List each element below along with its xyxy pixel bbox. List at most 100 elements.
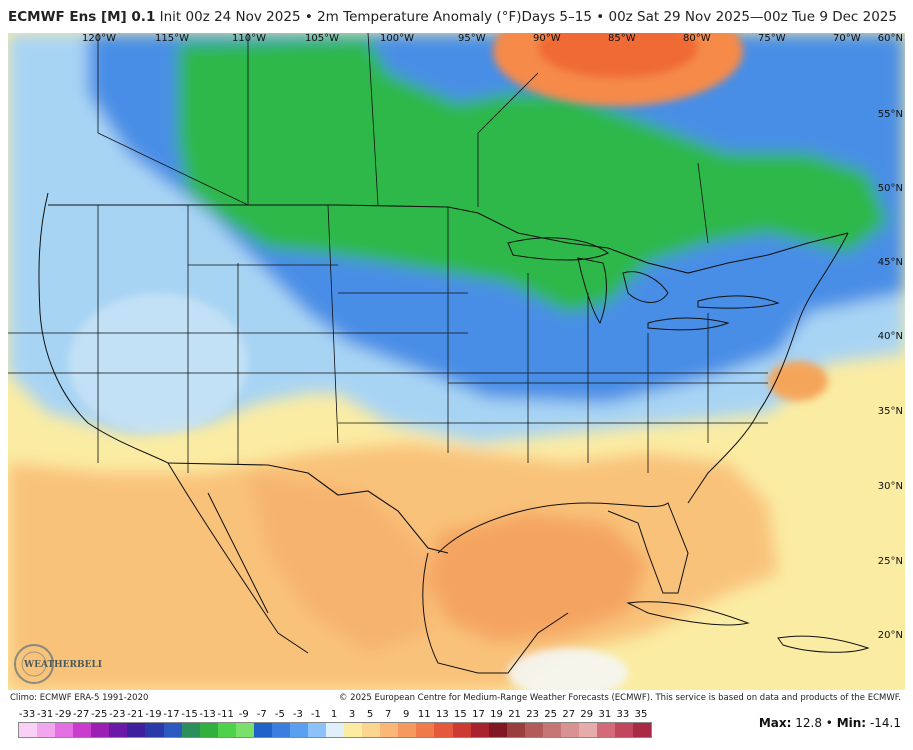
west-light-anomaly <box>68 293 248 433</box>
legend-label: 19 <box>490 709 503 720</box>
lat-label: 50°N <box>877 183 903 194</box>
legend-label: -29 <box>54 709 72 720</box>
lon-label: 90°W <box>533 33 561 44</box>
hispaniola-outline <box>777 635 870 653</box>
legend-swatch <box>452 723 471 737</box>
min-label: Min: <box>836 716 867 730</box>
legend-swatch <box>163 723 182 737</box>
legend-swatch <box>597 723 616 737</box>
lon-label: 115°W <box>155 33 189 44</box>
legend-swatch <box>253 723 272 737</box>
lon-label: 80°W <box>683 33 711 44</box>
legend-label: 35 <box>634 709 648 720</box>
max-min-readout: Max: 12.8 • Min: -14.1 <box>759 716 901 730</box>
atlantic-warm-spot <box>768 361 828 401</box>
init-and-field: Init 00z 24 Nov 2025 • 2m Temperature An… <box>159 9 522 25</box>
legend-swatch <box>127 723 146 737</box>
legend-swatch <box>615 723 634 737</box>
legend-label: 1 <box>330 709 338 720</box>
legend-label: -9 <box>238 709 249 720</box>
weatherbell-logo: WEATHERBELL <box>12 642 102 686</box>
state-lines-horizontal <box>8 264 768 424</box>
lat-label: 40°N <box>877 331 903 342</box>
map-header: ECMWF Ens [M] 0.1 Init 00z 24 Nov 2025 •… <box>0 0 913 33</box>
legend-label: 29 <box>580 709 594 720</box>
legend-swatch <box>344 723 363 737</box>
lat-label: 35°N <box>877 406 903 417</box>
borders <box>8 33 870 674</box>
legend-label: 25 <box>544 709 558 720</box>
gulf-coast <box>437 502 689 594</box>
legend-label: -3 <box>292 709 303 720</box>
legend-swatch <box>542 723 561 737</box>
legend-label: -17 <box>163 709 180 720</box>
legend-swatch <box>398 723 417 737</box>
east-coast <box>687 232 849 504</box>
legend-swatch <box>633 723 652 737</box>
max-value: 12.8 <box>795 716 822 730</box>
lon-label: 75°W <box>758 33 786 44</box>
legend-swatch <box>55 723 74 737</box>
lon-label: 120°W <box>82 33 116 44</box>
legend-swatch <box>235 723 254 737</box>
copyright-note: © 2025 European Centre for Medium-Range … <box>338 693 901 703</box>
legend-label: -33 <box>18 709 36 720</box>
max-label: Max: <box>758 716 792 730</box>
legend-swatch <box>91 723 110 737</box>
lon-label: 85°W <box>608 33 636 44</box>
legend-labels: -33 -31 -29 -27 -25 -23 -21 -19 -17 -15 -13 -11 -9 -7… <box>12 709 652 721</box>
cuba-outline <box>626 601 750 626</box>
legend-label: 21 <box>508 709 521 720</box>
legend-swatch <box>416 723 435 737</box>
legend-label: -19 <box>145 709 162 720</box>
legend-swatch <box>109 723 128 737</box>
lon-label: 70°W <box>833 33 861 44</box>
legend-swatch <box>326 723 345 737</box>
cold-strong-anomaly <box>178 38 888 313</box>
us-mexico-border <box>167 462 449 554</box>
legend-swatch <box>19 723 38 737</box>
legend-swatch <box>560 723 579 737</box>
legend-label: 15 <box>454 709 467 720</box>
separator: • <box>825 716 833 730</box>
state-lines <box>97 204 709 473</box>
lat-label: 25°N <box>877 556 903 567</box>
legend-swatch <box>524 723 543 737</box>
climo-note: Climo: ECMWF ERA-5 1991-2020 <box>10 693 149 703</box>
legend-swatch <box>488 723 507 737</box>
legend-swatch <box>181 723 200 737</box>
legend-swatch <box>73 723 92 737</box>
legend-swatch <box>470 723 489 737</box>
lon-label: 95°W <box>458 33 486 44</box>
legend-label: 33 <box>616 709 630 720</box>
lat-label: 30°N <box>877 481 903 492</box>
lat-label: 55°N <box>877 109 903 120</box>
legend-swatch <box>380 723 399 737</box>
great-lakes <box>507 237 780 331</box>
mexico-coast <box>167 462 569 674</box>
hot-gulf-anomaly <box>428 513 648 643</box>
min-value: -14.1 <box>869 716 901 730</box>
legend-label: -31 <box>36 709 54 720</box>
lat-label: 20°N <box>877 630 903 641</box>
map-canvas <box>8 33 905 690</box>
legend-swatch <box>37 723 56 737</box>
lon-label: 110°W <box>232 33 266 44</box>
legend-label: -15 <box>181 709 198 720</box>
lon-label: 105°W <box>305 33 339 44</box>
legend-label: -11 <box>217 709 234 720</box>
west-coast <box>38 192 169 464</box>
legend-swatch <box>271 723 290 737</box>
legend-swatch <box>308 723 327 737</box>
legend-swatch <box>506 723 525 737</box>
legend-label: 17 <box>472 709 485 720</box>
legend-label: -13 <box>199 709 216 720</box>
legend-swatch <box>217 723 236 737</box>
legend-label: -5 <box>274 709 285 720</box>
legend-swatch <box>578 723 597 737</box>
legend-swatch <box>199 723 218 737</box>
legend-label: 13 <box>435 709 449 720</box>
legend-swatch <box>434 723 453 737</box>
legend-swatch <box>145 723 164 737</box>
legend-label: 7 <box>384 709 392 720</box>
